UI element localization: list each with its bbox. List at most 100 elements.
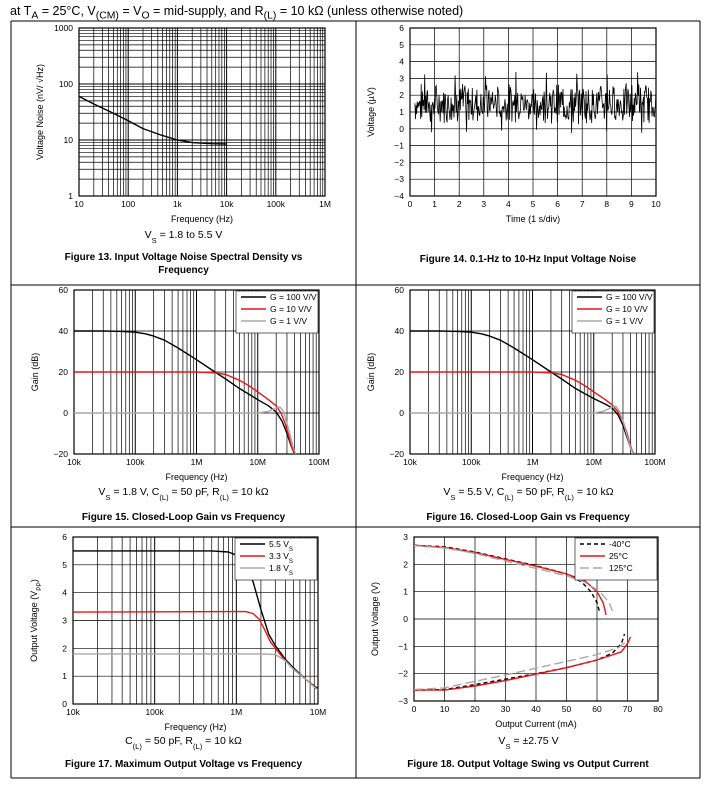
chart-fig18: 0 10 20 30 40 50 60 70 80 −3 −2 −1 0 1 2 3 Output Curren… xyxy=(370,532,663,770)
x-tick-label: 1k xyxy=(173,199,183,209)
x-tick-label: 0 xyxy=(412,704,417,714)
y-tick-label: −2 xyxy=(398,669,408,679)
y-tick-label: 0 xyxy=(399,124,404,134)
y-tick-label: 2 xyxy=(62,643,67,653)
y-tick-label: 0 xyxy=(399,408,404,418)
x-tick-label: 20 xyxy=(470,704,480,714)
series-line xyxy=(74,371,296,454)
series-line xyxy=(414,544,601,614)
x-tick-label: 100k xyxy=(462,457,481,467)
y-tick-label: −2 xyxy=(394,157,404,167)
header-text: = 25°C, V xyxy=(38,4,96,18)
x-axis-label: Output Current (mA) xyxy=(495,719,577,729)
y-tick-label: 4 xyxy=(62,588,67,598)
y-tick-label: 5 xyxy=(399,40,404,50)
plot-frame xyxy=(413,536,659,702)
x-tick-label: 10k xyxy=(220,199,234,209)
legend-box xyxy=(235,290,319,334)
chart-subtitle: VS = 1.8 V, C(L) = 50 pF, R(L) = 10 kΩ xyxy=(98,486,268,502)
header-sub: A xyxy=(31,10,39,22)
y-tick-label: 3 xyxy=(403,532,408,542)
y-tick-label: 5 xyxy=(62,560,67,570)
legend-label: 3.3 VS xyxy=(269,551,293,565)
x-tick-label: 10 xyxy=(651,199,661,209)
x-tick-label: 4 xyxy=(506,199,511,209)
y-tick-label: −20 xyxy=(54,449,69,459)
chart-caption: Frequency xyxy=(158,265,209,276)
x-tick-label: 10M xyxy=(310,707,327,717)
plot-frame xyxy=(72,536,319,705)
x-tick-label: 10M xyxy=(249,457,266,467)
y-axis-label: Voltage Noise (nV/ √Hz) xyxy=(35,64,45,160)
chart-fig17: 10k 100k 1M 10M 0 1 2 3 4 5 6 Frequency (Hz) Output … xyxy=(29,532,326,770)
chart-fig14: 0 1 2 3 4 5 6 7 8 9 10 −4 −3 −2 −1 0 1 2 3 4 5 6 Time (1 s/div… xyxy=(366,23,661,265)
x-tick-label: 40 xyxy=(531,704,541,714)
series-group xyxy=(73,550,318,691)
header-text: at T xyxy=(10,4,32,18)
chart-subtitle: C(L) = 50 pF, R(L) = 10 kΩ xyxy=(125,735,242,751)
x-tick-label: 7 xyxy=(580,199,585,209)
x-tick-label: 9 xyxy=(629,199,634,209)
legend-label: 5.5 VS xyxy=(269,539,293,553)
header-text: = V xyxy=(118,4,142,18)
y-tick-label: 40 xyxy=(59,326,69,336)
x-axis-label: Frequency (Hz) xyxy=(164,722,226,732)
y-tick-label: 1 xyxy=(403,587,408,597)
x-tick-label: 8 xyxy=(604,199,609,209)
x-tick-label: 60 xyxy=(592,704,602,714)
x-tick-label: 1M xyxy=(319,199,331,209)
chart-caption: Figure 16. Closed-Loop Gain vs Frequency xyxy=(426,512,630,523)
x-tick-label: 100M xyxy=(308,457,329,467)
y-axis-label: Gain (dB) xyxy=(30,353,40,392)
series-line xyxy=(73,653,318,691)
legend-label: 125°C xyxy=(609,563,633,573)
legend-label: G = 1 V/V xyxy=(606,316,643,326)
x-tick-label: 80 xyxy=(653,704,663,714)
chart-subtitle: VS = 5.5 V, C(L) = 50 pF, R(L) = 10 kΩ xyxy=(443,486,613,502)
x-tick-label: 10k xyxy=(403,457,417,467)
y-tick-label: 6 xyxy=(399,23,404,33)
chart-caption: Figure 13. Input Voltage Noise Spectral … xyxy=(65,252,303,263)
y-axis-label: Gain (dB) xyxy=(366,353,376,392)
x-tick-label: 1M xyxy=(191,457,203,467)
y-tick-label: 2 xyxy=(399,90,404,100)
y-tick-label: 0 xyxy=(62,699,67,709)
y-tick-label: −3 xyxy=(398,696,408,706)
x-tick-label: 10k xyxy=(67,457,81,467)
x-tick-label: 10 xyxy=(440,704,450,714)
y-tick-label: 1 xyxy=(68,191,73,201)
legend-box xyxy=(234,537,318,581)
y-tick-label: 3 xyxy=(62,616,67,626)
x-tick-label: 100M xyxy=(644,457,665,467)
y-tick-label: 1 xyxy=(399,107,404,117)
chart-fig16: 10k 100k 1M 10M 100M −20 0 20 40 60 Frequency (Hz)… xyxy=(366,285,666,523)
y-axis-label: Output Voltage (VPP) xyxy=(29,579,43,662)
series-line xyxy=(74,406,297,454)
legend-label: G = 1 V/V xyxy=(270,316,307,326)
series-line xyxy=(414,633,626,691)
series-line xyxy=(74,330,296,454)
chart-caption: Figure 15. Closed-Loop Gain vs Frequency xyxy=(82,512,286,523)
x-tick-label: 1 xyxy=(432,199,437,209)
series-group xyxy=(410,330,635,454)
x-tick-label: 100k xyxy=(267,199,286,209)
x-tick-label: 30 xyxy=(501,704,511,714)
y-tick-label: 1 xyxy=(62,671,67,681)
y-tick-label: 0 xyxy=(403,614,408,624)
legend-label: G = 100 V/V xyxy=(606,292,653,302)
x-tick-label: 1M xyxy=(230,707,242,717)
series-line xyxy=(414,640,628,691)
gridlines xyxy=(410,28,656,196)
series-group xyxy=(79,95,227,145)
y-tick-label: −3 xyxy=(394,174,404,184)
legend-label: G = 100 V/V xyxy=(270,292,317,302)
header-text: = 10 kΩ (unless otherwise noted) xyxy=(276,4,464,18)
y-tick-label: 20 xyxy=(59,367,69,377)
x-axis-label: Frequency (Hz) xyxy=(171,214,233,224)
series-group xyxy=(414,71,656,134)
chart-fig15: 10k 100k 1M 10M 100M −20 0 20 40 60 Frequency (Hz)… xyxy=(30,285,330,523)
y-axis-label: Voltage (µV) xyxy=(366,87,376,137)
legend-box xyxy=(571,290,655,334)
legend-box xyxy=(574,537,658,581)
y-tick-label: 2 xyxy=(403,559,408,569)
